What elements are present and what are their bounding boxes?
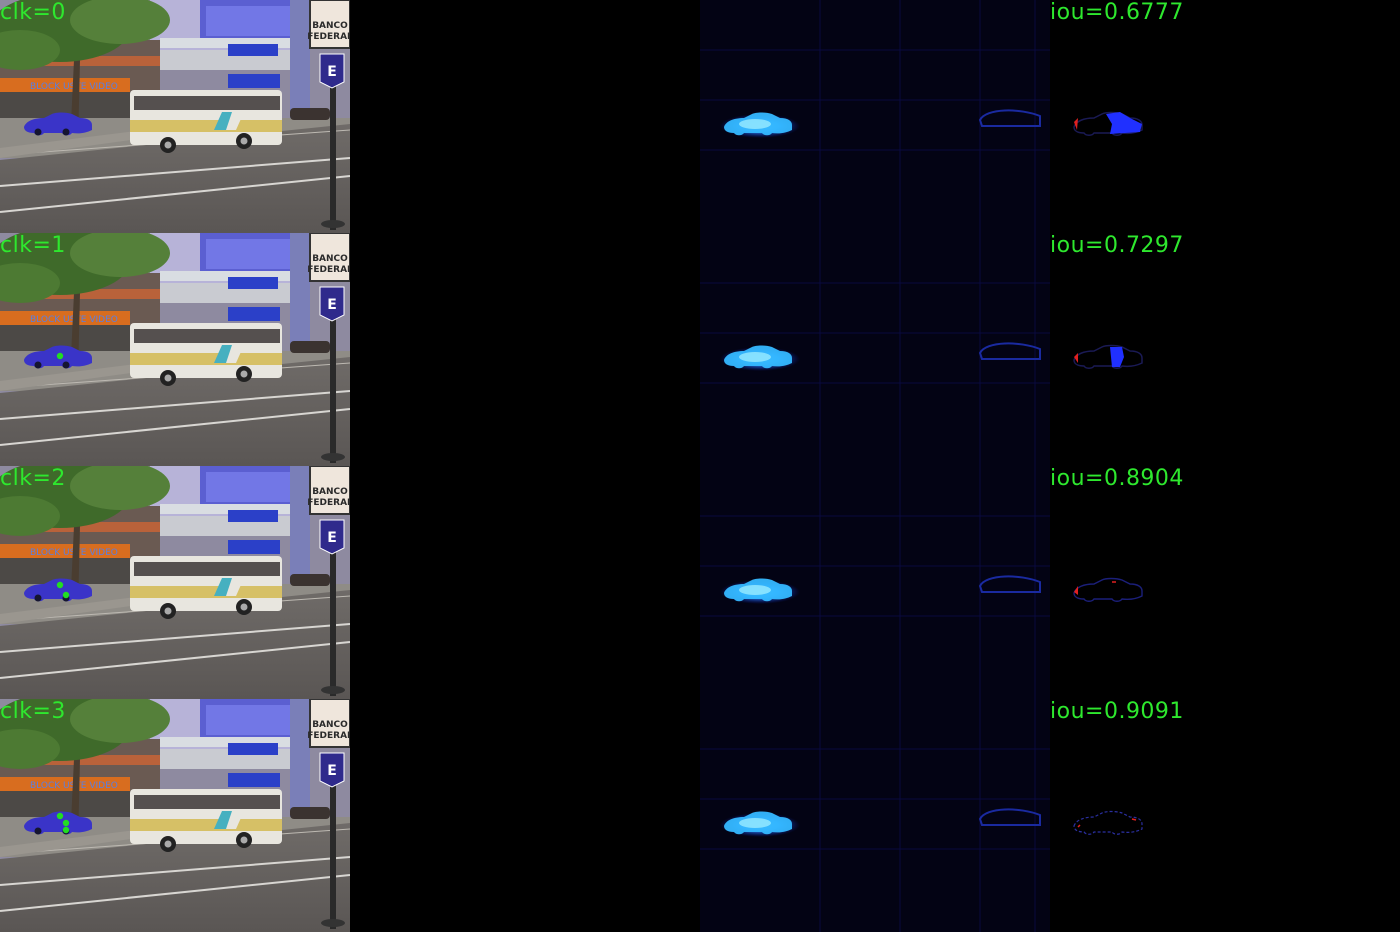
car-mask [350, 699, 700, 932]
input-image-row-0: clk=0 [0, 0, 350, 233]
error-map [1050, 0, 1400, 233]
error-map-row-0: iou=0.6777 [1050, 0, 1400, 233]
probability-heatmap-row-3 [700, 699, 1050, 932]
predicted-mask-row-3 [350, 699, 700, 932]
street-scene-photo [0, 466, 350, 699]
error-map-row-1: iou=0.7297 [1050, 233, 1400, 466]
probability-heatmap-row-1 [700, 233, 1050, 466]
street-scene-photo [0, 699, 350, 932]
click-count-label: clk=3 [0, 699, 66, 724]
click-count-label: clk=0 [0, 0, 66, 25]
click-marker [56, 352, 64, 360]
heatmap [700, 233, 1050, 466]
error-map [1050, 233, 1400, 466]
error-map [1050, 699, 1400, 932]
click-marker [56, 812, 64, 820]
click-count-label: clk=1 [0, 233, 66, 258]
iou-label: iou=0.8904 [1050, 466, 1184, 491]
click-marker [56, 581, 64, 589]
heatmap [700, 466, 1050, 699]
street-scene-photo [0, 0, 350, 233]
click-marker [62, 819, 70, 827]
car-mask [350, 466, 700, 699]
street-scene-photo [0, 233, 350, 466]
click-count-label: clk=2 [0, 466, 66, 491]
predicted-mask-row-0 [350, 0, 700, 233]
iou-label: iou=0.7297 [1050, 233, 1184, 258]
error-map-row-2: iou=0.8904 [1050, 466, 1400, 699]
car-mask [350, 0, 700, 233]
input-image-row-1: clk=1 [0, 233, 350, 466]
error-map-row-3: iou=0.9091 [1050, 699, 1400, 932]
iou-label: iou=0.6777 [1050, 0, 1184, 25]
heatmap [700, 699, 1050, 932]
click-marker [62, 591, 70, 599]
iou-label: iou=0.9091 [1050, 699, 1184, 724]
click-marker [62, 826, 70, 834]
error-map [1050, 466, 1400, 699]
input-image-row-2: clk=2 [0, 466, 350, 699]
predicted-mask-row-1 [350, 233, 700, 466]
predicted-mask-row-2 [350, 466, 700, 699]
probability-heatmap-row-2 [700, 466, 1050, 699]
probability-heatmap-row-0 [700, 0, 1050, 233]
car-mask [350, 233, 700, 466]
input-image-row-3: clk=3 [0, 699, 350, 932]
heatmap [700, 0, 1050, 233]
